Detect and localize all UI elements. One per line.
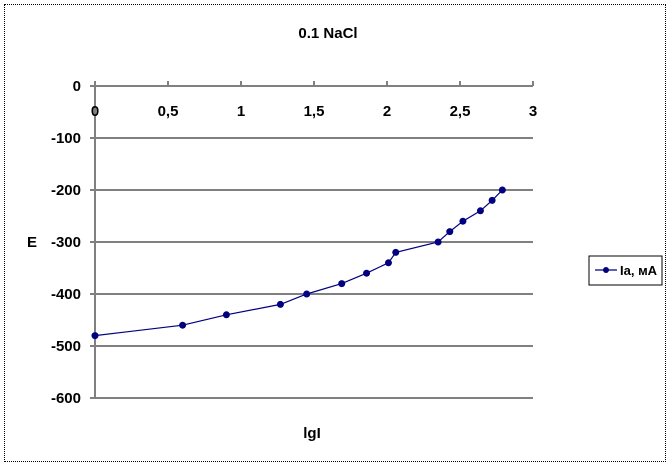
- chart-title: 0.1 NaCl: [298, 25, 357, 42]
- data-point: [446, 228, 454, 236]
- x-tick-label: 2,5: [450, 103, 471, 120]
- data-point: [476, 207, 484, 215]
- x-tick-label: 0: [91, 103, 99, 120]
- y-tick-label: 0: [73, 78, 81, 95]
- chart-area: [4, 4, 666, 462]
- y-tick-label: -600: [51, 390, 81, 407]
- legend-marker: [603, 267, 609, 273]
- data-point: [276, 300, 284, 308]
- data-point: [338, 280, 346, 288]
- y-axis-label: E: [27, 234, 37, 251]
- data-point: [222, 311, 230, 319]
- data-point: [498, 186, 506, 194]
- y-tick-label: -300: [51, 234, 81, 251]
- x-tick-label: 1,5: [304, 103, 325, 120]
- x-axis-label: lgI: [303, 425, 321, 442]
- data-point: [434, 238, 442, 246]
- data-point: [303, 290, 311, 298]
- y-tick-label: -200: [51, 182, 81, 199]
- x-tick-label: 3: [529, 103, 537, 120]
- data-point: [392, 248, 400, 256]
- data-point: [459, 217, 467, 225]
- data-point: [91, 332, 99, 340]
- series-line: [94, 189, 503, 337]
- y-tick-label: -400: [51, 286, 81, 303]
- data-point: [179, 321, 187, 329]
- legend-label: Iа, мА: [620, 263, 658, 278]
- data-point: [488, 196, 496, 204]
- x-tick-label: 1: [237, 103, 245, 120]
- data-point: [384, 259, 392, 267]
- y-tick-label: -100: [51, 130, 81, 147]
- data-point: [363, 269, 371, 277]
- y-tick-label: -500: [51, 338, 81, 355]
- legend: Iа, мА: [588, 255, 663, 286]
- x-tick-label: 2: [383, 103, 391, 120]
- x-tick-label: 0,5: [158, 103, 179, 120]
